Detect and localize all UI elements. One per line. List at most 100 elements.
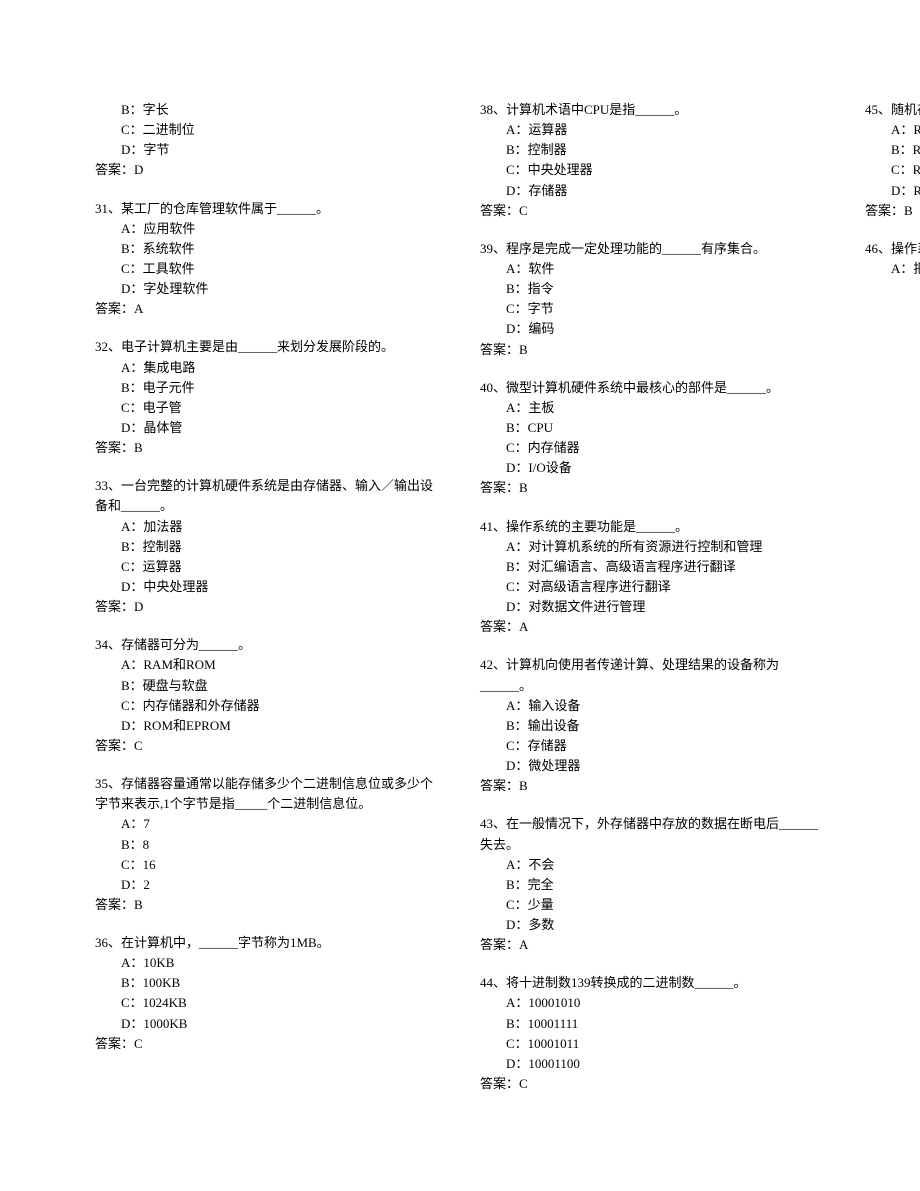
question-block: 36、在计算机中，______字节称为1MB。A：10KBB：100KBC：10… (95, 933, 440, 1054)
question-option: B：字长 (95, 100, 440, 120)
question-block: B：字长C：二进制位D：字节答案：D (95, 100, 440, 181)
question-answer: 答案：B (865, 201, 920, 221)
question-answer: 答案：C (95, 1034, 440, 1054)
question-block: 44、将十进制数139转换成的二进制数______。A：10001010B：10… (480, 973, 825, 1094)
exam-page: B：字长C：二进制位D：字节答案：D31、某工厂的仓库管理软件属于______。… (95, 100, 825, 1130)
question-option: C：存储器 (480, 736, 825, 756)
question-option: D：对数据文件进行管理 (480, 597, 825, 617)
question-answer: 答案：A (480, 617, 825, 637)
question-option: A：集成电路 (95, 358, 440, 378)
question-option: B：8 (95, 835, 440, 855)
question-option: A：7 (95, 814, 440, 834)
question-option: D：2 (95, 875, 440, 895)
question-answer: 答案：B (95, 438, 440, 458)
question-block: 32、电子计算机主要是由______来划分发展阶段的。A：集成电路B：电子元件C… (95, 337, 440, 458)
question-stem: 35、存储器容量通常以能存储多少个二进制信息位或多少个字节来表示,1个字节是指_… (95, 774, 440, 814)
question-stem: 33、一台完整的计算机硬件系统是由存储器、输入／输出设备和______。 (95, 476, 440, 516)
question-option: A：对计算机系统的所有资源进行控制和管理 (480, 537, 825, 557)
question-option: A：不会 (480, 855, 825, 875)
question-option: C：内存储器 (480, 438, 825, 458)
question-answer: 答案：B (95, 895, 440, 915)
question-option: A：输入设备 (480, 696, 825, 716)
question-block: 46、操作系统的作用是______。A：把源程序译成目标程序 (865, 239, 920, 279)
question-option: C：运算器 (95, 557, 440, 577)
question-option: D：字处理软件 (95, 279, 440, 299)
question-option: B：完全 (480, 875, 825, 895)
question-option: D：多数 (480, 915, 825, 935)
question-option: D：编码 (480, 319, 825, 339)
question-option: C：工具软件 (95, 259, 440, 279)
question-option: B：10001111 (480, 1014, 825, 1034)
question-option: D：ROM和EPROM (95, 716, 440, 736)
question-stem: 31、某工厂的仓库管理软件属于______。 (95, 199, 440, 219)
question-stem: 34、存储器可分为______。 (95, 635, 440, 655)
question-stem: 43、在一般情况下，外存储器中存放的数据在断电后______失去。 (480, 814, 825, 854)
question-answer: 答案：B (480, 776, 825, 796)
question-option: C：ROME (865, 160, 920, 180)
question-block: 41、操作系统的主要功能是______。A：对计算机系统的所有资源进行控制和管理… (480, 517, 825, 638)
question-option: D：10001100 (480, 1054, 825, 1074)
question-option: B：100KB (95, 973, 440, 993)
question-option: B：控制器 (480, 140, 825, 160)
question-stem: 45、随机存储器简称______。 (865, 100, 920, 120)
question-block: 45、随机存储器简称______。A：ROMB：RAMC：ROMED：RAME答… (865, 100, 920, 221)
question-stem: 32、电子计算机主要是由______来划分发展阶段的。 (95, 337, 440, 357)
question-option: B：对汇编语言、高级语言程序进行翻译 (480, 557, 825, 577)
question-option: C：10001011 (480, 1034, 825, 1054)
question-option: B：输出设备 (480, 716, 825, 736)
question-option: A：10001010 (480, 993, 825, 1013)
question-answer: 答案：B (480, 340, 825, 360)
question-option: D：存储器 (480, 181, 825, 201)
question-option: C：少量 (480, 895, 825, 915)
question-option: C：字节 (480, 299, 825, 319)
question-block: 33、一台完整的计算机硬件系统是由存储器、输入／输出设备和______。A：加法… (95, 476, 440, 617)
question-option: B：电子元件 (95, 378, 440, 398)
question-stem: 41、操作系统的主要功能是______。 (480, 517, 825, 537)
question-block: 38、计算机术语中CPU是指______。A：运算器B：控制器C：中央处理器D：… (480, 100, 825, 221)
question-answer: 答案：B (480, 478, 825, 498)
question-option: D：中央处理器 (95, 577, 440, 597)
question-block: 39、程序是完成一定处理功能的______有序集合。A：软件B：指令C：字节D：… (480, 239, 825, 360)
question-option: C：二进制位 (95, 120, 440, 140)
question-answer: 答案：C (480, 1074, 825, 1094)
question-option: C：1024KB (95, 993, 440, 1013)
question-option: A：运算器 (480, 120, 825, 140)
question-answer: 答案：D (95, 160, 440, 180)
question-stem: 40、微型计算机硬件系统中最核心的部件是______。 (480, 378, 825, 398)
question-option: A：加法器 (95, 517, 440, 537)
question-option: A：ROM (865, 120, 920, 140)
question-option: A：10KB (95, 953, 440, 973)
question-block: 40、微型计算机硬件系统中最核心的部件是______。A：主板B：CPUC：内存… (480, 378, 825, 499)
question-block: 42、计算机向使用者传递计算、处理结果的设备称为______。A：输入设备B：输… (480, 655, 825, 796)
question-option: D：RAME (865, 181, 920, 201)
question-option: D：晶体管 (95, 418, 440, 438)
question-block: 34、存储器可分为______。A：RAM和ROMB：硬盘与软盘C：内存储器和外… (95, 635, 440, 756)
question-answer: 答案：C (480, 201, 825, 221)
question-option: A：应用软件 (95, 219, 440, 239)
question-option: B：指令 (480, 279, 825, 299)
question-option: D：I/O设备 (480, 458, 825, 478)
question-answer: 答案：A (480, 935, 825, 955)
question-option: C：电子管 (95, 398, 440, 418)
question-option: B：控制器 (95, 537, 440, 557)
question-answer: 答案：D (95, 597, 440, 617)
question-stem: 42、计算机向使用者传递计算、处理结果的设备称为______。 (480, 655, 825, 695)
question-block: 35、存储器容量通常以能存储多少个二进制信息位或多少个字节来表示,1个字节是指_… (95, 774, 440, 915)
question-stem: 44、将十进制数139转换成的二进制数______。 (480, 973, 825, 993)
question-stem: 46、操作系统的作用是______。 (865, 239, 920, 259)
question-option: B：RAM (865, 140, 920, 160)
question-option: C：16 (95, 855, 440, 875)
question-stem: 39、程序是完成一定处理功能的______有序集合。 (480, 239, 825, 259)
question-stem: 38、计算机术语中CPU是指______。 (480, 100, 825, 120)
question-option: A：把源程序译成目标程序 (865, 259, 920, 279)
question-option: B：CPU (480, 418, 825, 438)
question-option: D：1000KB (95, 1014, 440, 1034)
question-option: C：中央处理器 (480, 160, 825, 180)
question-option: A：软件 (480, 259, 825, 279)
question-answer: 答案：C (95, 736, 440, 756)
question-option: D：字节 (95, 140, 440, 160)
question-option: B：硬盘与软盘 (95, 676, 440, 696)
question-option: A：主板 (480, 398, 825, 418)
question-option: B：系统软件 (95, 239, 440, 259)
question-stem: 36、在计算机中，______字节称为1MB。 (95, 933, 440, 953)
